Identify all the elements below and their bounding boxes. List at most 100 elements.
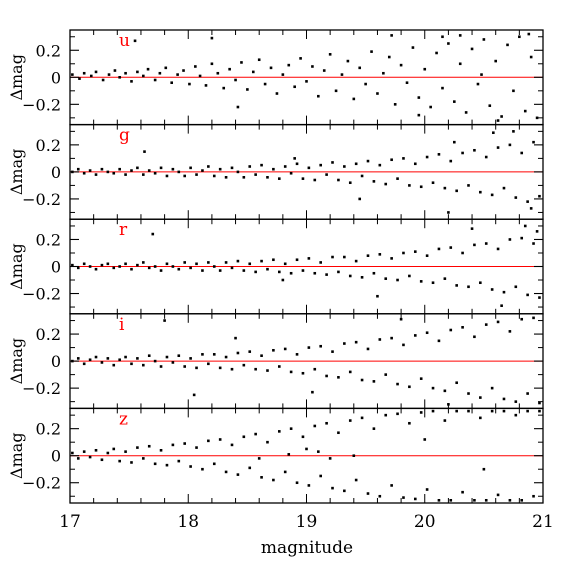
data-point <box>441 86 444 90</box>
data-point <box>124 355 127 359</box>
data-point <box>473 148 476 152</box>
data-point <box>396 382 399 386</box>
data-point <box>159 365 163 368</box>
data-point <box>494 59 497 63</box>
data-point <box>236 259 240 263</box>
data-point <box>118 459 121 463</box>
data-point <box>535 230 539 233</box>
data-point <box>182 69 185 72</box>
data-point <box>455 381 458 385</box>
data-point <box>260 163 263 167</box>
data-point <box>319 344 322 348</box>
data-point <box>473 243 476 247</box>
data-point <box>455 189 458 193</box>
data-point <box>431 281 435 285</box>
data-point <box>529 207 533 210</box>
data-point <box>307 257 311 260</box>
data-point <box>443 277 447 280</box>
data-point <box>506 43 509 47</box>
data-point <box>88 358 92 362</box>
x-tick-label: 18 <box>177 512 199 532</box>
data-point <box>71 263 74 267</box>
data-point <box>269 66 273 70</box>
data-point <box>348 370 352 374</box>
data-point <box>212 265 216 268</box>
y-tick-label: −0.2 <box>22 190 61 209</box>
data-point <box>177 267 181 271</box>
data-point <box>313 271 317 275</box>
data-point <box>112 171 116 175</box>
data-point <box>484 155 488 159</box>
data-point <box>482 467 486 471</box>
data-point <box>496 146 500 149</box>
data-point <box>171 167 175 171</box>
data-point <box>441 35 444 39</box>
data-point <box>106 262 110 266</box>
x-tick-label: 20 <box>414 512 436 532</box>
data-point <box>171 265 175 268</box>
data-point <box>275 92 279 95</box>
data-point <box>207 165 210 168</box>
data-point <box>520 498 524 502</box>
data-point <box>210 62 214 66</box>
data-point <box>305 80 308 83</box>
data-point <box>212 353 216 356</box>
data-point <box>435 51 438 55</box>
data-point <box>283 470 287 474</box>
data-point <box>266 176 269 179</box>
data-point <box>100 361 104 364</box>
data-point <box>479 190 482 194</box>
data-point <box>538 401 541 405</box>
data-point <box>384 182 388 186</box>
data-point <box>82 362 86 366</box>
data-point <box>429 105 432 109</box>
data-point <box>100 263 104 267</box>
data-point <box>348 181 352 185</box>
data-point <box>224 470 228 474</box>
data-point <box>142 74 145 78</box>
data-point <box>124 450 127 453</box>
data-point <box>142 457 145 460</box>
data-point <box>281 73 285 76</box>
data-point <box>461 326 464 329</box>
data-point <box>177 170 181 174</box>
data-point <box>423 438 427 441</box>
y-axis-label: Δmag <box>7 149 26 196</box>
data-point <box>390 484 393 487</box>
x-tick-label: 21 <box>532 512 554 532</box>
data-point <box>358 66 362 70</box>
data-point <box>470 47 474 51</box>
data-point <box>201 353 204 356</box>
data-point <box>467 392 470 395</box>
data-point <box>106 451 110 455</box>
data-point <box>425 488 429 491</box>
data-point <box>207 362 210 366</box>
data-point <box>508 498 512 502</box>
band-label: z <box>119 409 128 429</box>
data-point <box>337 270 340 274</box>
data-point <box>311 390 314 394</box>
data-point <box>325 173 328 176</box>
data-point <box>396 177 399 180</box>
data-point <box>480 73 483 76</box>
data-point <box>382 71 385 75</box>
data-point <box>319 163 322 167</box>
y-tick-label: 0.2 <box>36 420 61 439</box>
data-point <box>372 180 376 183</box>
data-point <box>195 366 198 370</box>
data-point <box>278 430 281 433</box>
data-point <box>266 267 269 271</box>
data-point <box>204 84 208 87</box>
data-point <box>147 354 151 357</box>
data-point <box>189 357 192 360</box>
data-point <box>218 366 222 370</box>
y-tick-label: 0 <box>51 68 61 87</box>
data-point <box>136 70 139 74</box>
data-point <box>307 484 311 487</box>
data-point <box>188 82 191 86</box>
data-point <box>538 409 541 413</box>
data-point <box>520 236 524 240</box>
data-point <box>413 497 417 501</box>
data-point <box>242 363 246 367</box>
data-point <box>458 34 462 37</box>
